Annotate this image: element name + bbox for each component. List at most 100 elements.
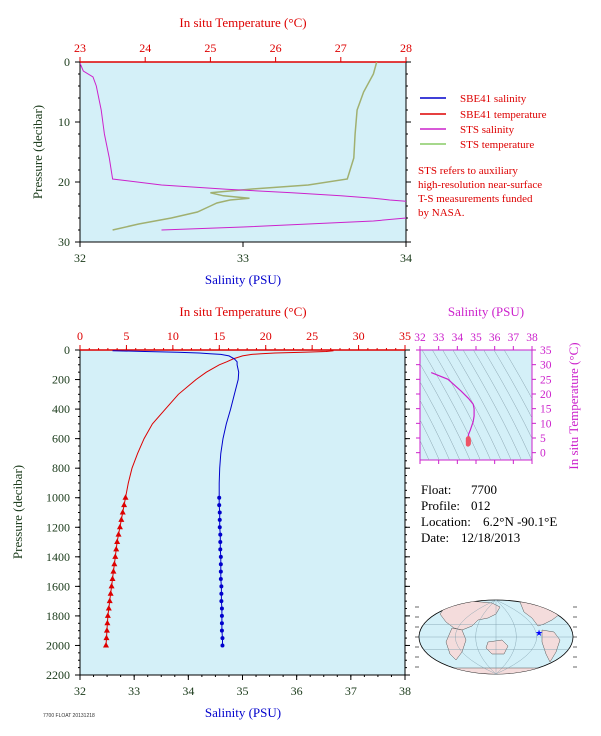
- sbe41-salinity-line: [496, 215, 512, 230]
- profile-value: 012: [471, 498, 491, 513]
- date-value: 12/18/2013: [461, 530, 521, 545]
- density-contour: [462, 350, 522, 460]
- ts-temperature-tick-label: 25: [540, 374, 552, 386]
- salinity-marker: [219, 606, 224, 611]
- pressure-tick-label: 1400: [46, 550, 70, 564]
- temperature-marker: [118, 516, 125, 522]
- main-plot-background: [79, 349, 406, 676]
- salinity-marker: [220, 643, 225, 648]
- density-contour: [420, 439, 430, 460]
- temperature-marker: [103, 641, 109, 648]
- salinity-marker: [218, 532, 223, 537]
- date-label: Date:: [421, 530, 450, 545]
- float-info: Float: 7700 Profile: 012 Location: 6.2°N -9…: [421, 482, 557, 546]
- date-row: Date: 12/18/2013: [421, 530, 557, 546]
- ts-salinity-tick-label: 37: [508, 332, 520, 344]
- temperature-marker: [105, 605, 112, 611]
- temperature-marker: [114, 538, 121, 545]
- legend-item-sbe41-salinity: SBE41 salinity: [420, 93, 527, 105]
- ts-diagram-panel: Salinity (PSU) In situ Temperature (°C) …: [414, 304, 581, 470]
- ts-salinity-axis-label: Salinity (PSU): [448, 304, 524, 319]
- ts-temperature-tick-label: 0: [540, 448, 546, 460]
- salinity-tick-label: 32: [74, 251, 86, 265]
- temperature-tick-label: 15: [213, 329, 225, 343]
- map-meridian: [495, 599, 537, 675]
- temperature-tick-label: 28: [400, 41, 412, 55]
- top-salinity-axis-label: Salinity (PSU): [205, 272, 281, 287]
- pressure-tick-label: 2000: [46, 638, 70, 652]
- ts-salinity-tick-label: 35: [470, 332, 482, 344]
- density-contour: [432, 350, 491, 460]
- continent-australia: [485, 639, 509, 655]
- salinity-marker: [219, 621, 224, 626]
- pressure-tick-label: 2200: [46, 668, 70, 682]
- salinity-marker: [219, 613, 224, 618]
- float-label: Float:: [421, 482, 452, 497]
- sts-note-line-3: T-S measurements funded: [418, 193, 533, 205]
- legend-label: SBE41 temperature: [460, 109, 547, 121]
- temperature-tick-label: 26: [270, 41, 282, 55]
- temperature-marker: [121, 501, 128, 508]
- sts-note-line-1: STS refers to auxiliary: [418, 165, 518, 177]
- location-world-map: ★: [415, 599, 577, 675]
- pressure-tick-label: 1800: [46, 609, 70, 623]
- temperature-marker: [122, 494, 129, 500]
- top-legend: SBE41 salinity SBE41 temperature STS sal…: [418, 93, 547, 219]
- salinity-tick-label: 36: [291, 684, 303, 698]
- salinity-marker: [219, 584, 224, 589]
- main-temperature-axis-label: In situ Temperature (°C): [179, 304, 306, 319]
- pressure-tick-label: 1000: [46, 491, 70, 505]
- continent-south-america: [541, 629, 561, 663]
- ts-salinity-tick-label: 38: [526, 332, 538, 344]
- temperature-tick-label: 0: [77, 329, 83, 343]
- pressure-tick-label: 10: [58, 115, 70, 129]
- sts-note-line-4: by NASA.: [418, 207, 465, 219]
- legend-label: STS salinity: [460, 124, 515, 136]
- main-salinity-axis-label: Salinity (PSU): [205, 705, 281, 720]
- temperature-marker: [103, 634, 110, 641]
- top-temperature-axis-label: In situ Temperature (°C): [179, 15, 306, 30]
- pressure-tick-label: 200: [52, 373, 70, 387]
- temperature-marker: [111, 560, 118, 567]
- temperature-tick-label: 25: [204, 41, 216, 55]
- ts-temperature-tick-label: 20: [540, 389, 552, 401]
- ts-plot-background: [419, 349, 533, 461]
- temperature-tick-label: 25: [306, 329, 318, 343]
- salinity-marker: [217, 517, 222, 522]
- continent-eurasia: [439, 600, 501, 631]
- ts-salinity-tick-label: 34: [452, 332, 464, 344]
- main-pressure-axis-label: Pressure (decibar): [10, 465, 25, 559]
- density-contour: [452, 350, 512, 460]
- ts-temperature-tick-label: 35: [540, 345, 552, 357]
- salinity-tick-label: 34: [400, 251, 412, 265]
- temperature-marker: [110, 568, 117, 574]
- pressure-tick-label: 1200: [46, 520, 70, 534]
- density-contour: [442, 350, 502, 460]
- footer-credit: 7700 FLOAT 20131218: [43, 713, 95, 719]
- salinity-tick-label: 33: [128, 684, 140, 698]
- temperature-tick-label: 24: [139, 41, 151, 55]
- ts-salinity-tick-label: 32: [414, 332, 426, 344]
- salinity-marker: [219, 599, 224, 604]
- pressure-tick-label: 0: [64, 343, 70, 357]
- salinity-marker: [218, 562, 223, 567]
- ts-temperature-tick-label: 10: [540, 418, 552, 430]
- main-panel-ticks: 0 5 10 15 20 25 30 35 32 33 34 35 36 37 38 0 200 400 600 80…: [46, 329, 411, 698]
- salinity-marker: [218, 569, 223, 574]
- legend-item-sts-temperature: STS temperature: [420, 139, 534, 151]
- map-meridian: [495, 599, 517, 675]
- ts-salinity-tick-label: 33: [433, 332, 445, 344]
- profile-label: Profile:: [421, 498, 460, 513]
- temperature-marker: [104, 612, 111, 618]
- float-value: 7700: [471, 482, 497, 497]
- density-contour: [420, 363, 471, 460]
- salinity-marker: [219, 628, 224, 633]
- location-value: 6.2°N -90.1°E: [483, 514, 558, 529]
- map-graticule: [415, 599, 577, 675]
- temperature-markers: [103, 494, 129, 648]
- salinity-markers: [217, 495, 225, 648]
- salinity-tick-label: 38: [399, 684, 411, 698]
- sts-note-line-2: high-resolution near-surface: [418, 179, 542, 191]
- pressure-tick-label: 0: [64, 55, 70, 69]
